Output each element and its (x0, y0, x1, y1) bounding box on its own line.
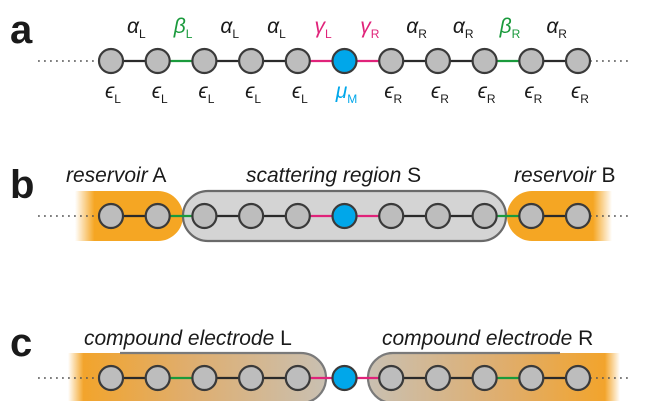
chain-panel-c (38, 364, 628, 392)
reservoir-a-title: reservoir A (66, 164, 166, 187)
panel-c-site (284, 364, 311, 392)
onsite-label: μM (335, 80, 358, 106)
panel-a-site (378, 47, 405, 75)
reservoir-b-title: reservoir B (514, 164, 616, 187)
panel-b-site (378, 202, 405, 230)
panel-b-central-site (331, 202, 358, 230)
scattering-region-title: scattering region S (246, 164, 421, 187)
onsite-label: ϵR (478, 80, 496, 106)
hopping-label: βL (173, 15, 193, 41)
panel-c-site (564, 364, 592, 392)
panel-a-site (424, 47, 451, 75)
chain-panel-a (38, 47, 628, 75)
panel-a-label: a (10, 8, 33, 52)
panel-a-site (97, 47, 125, 75)
panel-c-site (518, 364, 545, 392)
hopping-label: αL (267, 15, 286, 41)
hopping-label: αL (220, 15, 239, 41)
hopping-label: βR (499, 15, 521, 41)
hopping-label: αR (406, 15, 427, 41)
panel-a-site (564, 47, 592, 75)
panel-a-site (191, 47, 218, 75)
compound-electrode-r-title: compound electrode R (382, 327, 593, 350)
panel-b-site (238, 202, 265, 230)
parameter-labels-panel-a: αL βL αL αL γL γR αR αR βR αR ϵL ϵL ϵL ϵL ϵL μM ϵR ϵR ϵR ϵR… (105, 15, 589, 106)
panel-a-central-site (331, 47, 358, 75)
hopping-label: αL (127, 15, 146, 41)
onsite-label: ϵR (384, 80, 402, 106)
onsite-label: ϵL (245, 80, 261, 106)
hopping-label: γL (315, 15, 333, 41)
panel-a-site (144, 47, 171, 75)
panel-a-site (518, 47, 545, 75)
panel-c-site (191, 364, 218, 392)
panel-c-site (238, 364, 265, 392)
panel-b-site (564, 202, 592, 230)
panel-b-site (518, 202, 545, 230)
panel-b-site (424, 202, 451, 230)
hopping-label: αR (546, 15, 567, 41)
onsite-label: ϵL (198, 80, 214, 106)
panel-b-site (284, 202, 311, 230)
panel-b-site (471, 202, 498, 230)
panel-c-central-site (331, 364, 358, 392)
panel-c-site (378, 364, 405, 392)
compound-electrode-l-title: compound electrode L (84, 327, 292, 350)
panel-c-site (424, 364, 451, 392)
panel-b-site (144, 202, 171, 230)
panel-c-site (471, 364, 498, 392)
panel-a-site (238, 47, 265, 75)
panel-c-label: c (10, 321, 32, 365)
onsite-label: ϵR (571, 80, 589, 106)
onsite-label: ϵL (292, 80, 308, 106)
panel-b-label: b (10, 163, 34, 207)
chain-panel-b (38, 202, 628, 230)
onsite-label: ϵL (105, 80, 121, 106)
onsite-label: ϵR (431, 80, 449, 106)
onsite-label: ϵR (524, 80, 542, 106)
panel-b-site (191, 202, 218, 230)
hopping-label: γR (360, 15, 380, 41)
panel-c-site (144, 364, 171, 392)
panel-a-site (471, 47, 498, 75)
hopping-label: αR (453, 15, 474, 41)
panel-b-site (97, 202, 125, 230)
panel-c-site (97, 364, 125, 392)
onsite-label: ϵL (152, 80, 168, 106)
panel-a-site (284, 47, 311, 75)
